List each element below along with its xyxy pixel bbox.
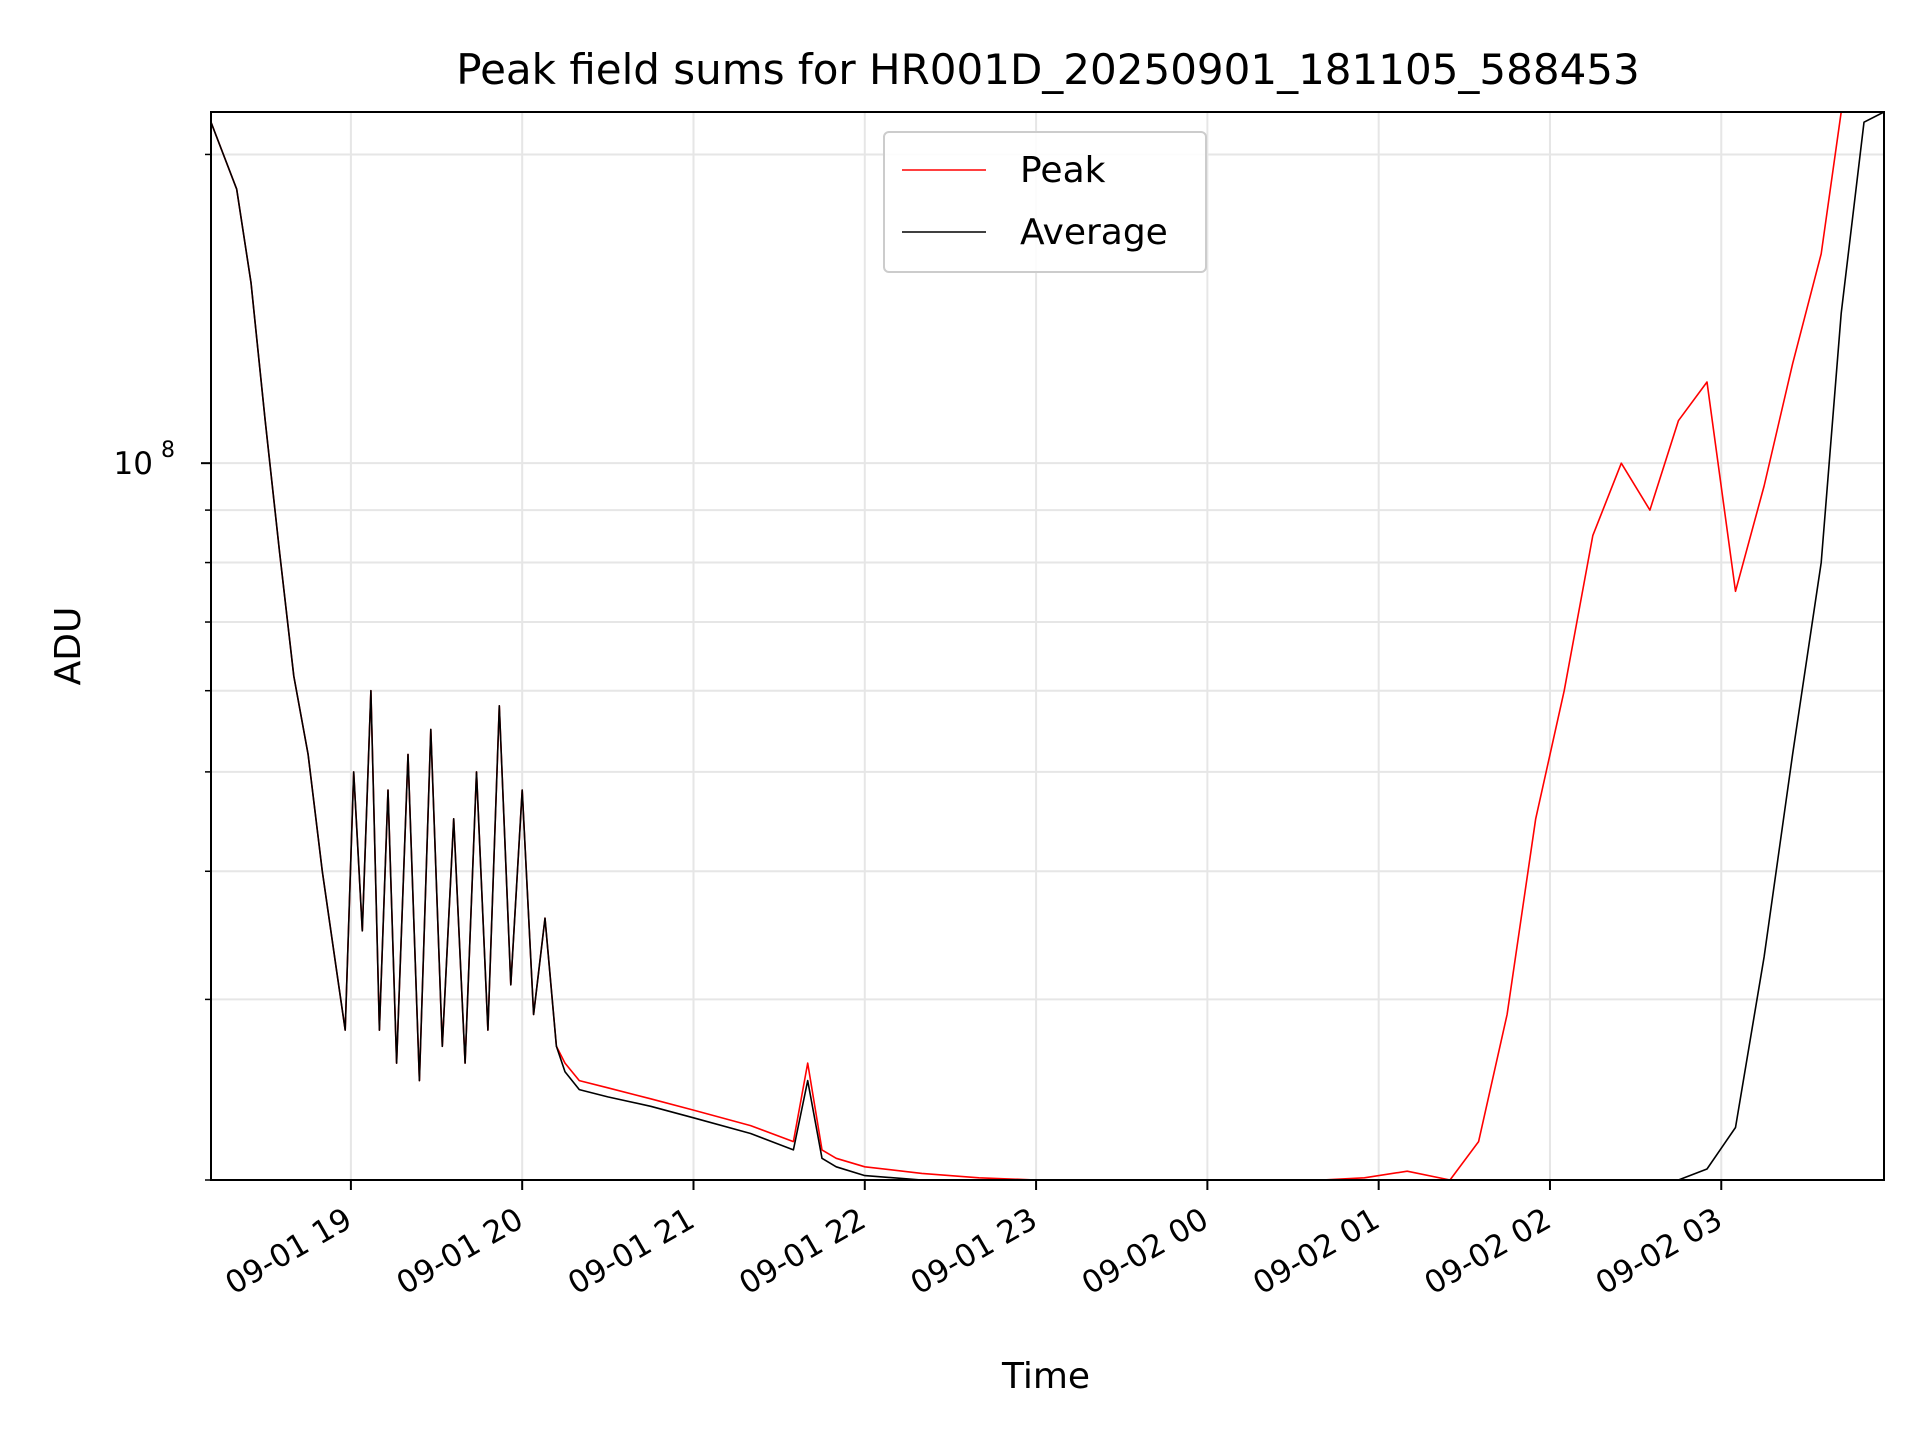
- x-axis-label: Time: [1001, 1356, 1090, 1397]
- y-axis-ticks: 10 8: [114, 153, 211, 1181]
- y-axis-label: ADU: [48, 607, 89, 686]
- y-tick-label: 10: [114, 446, 153, 482]
- legend-box: [883, 131, 1207, 273]
- chart-title: Peak field sums for HR001D_20250901_1811…: [456, 45, 1640, 94]
- legend: Peak Average: [883, 131, 1207, 273]
- y-tick-exponent: 8: [161, 438, 175, 463]
- legend-label-average: Average: [1020, 212, 1168, 253]
- legend-label-peak: Peak: [1020, 150, 1106, 191]
- plot-frame: [210, 111, 1885, 1181]
